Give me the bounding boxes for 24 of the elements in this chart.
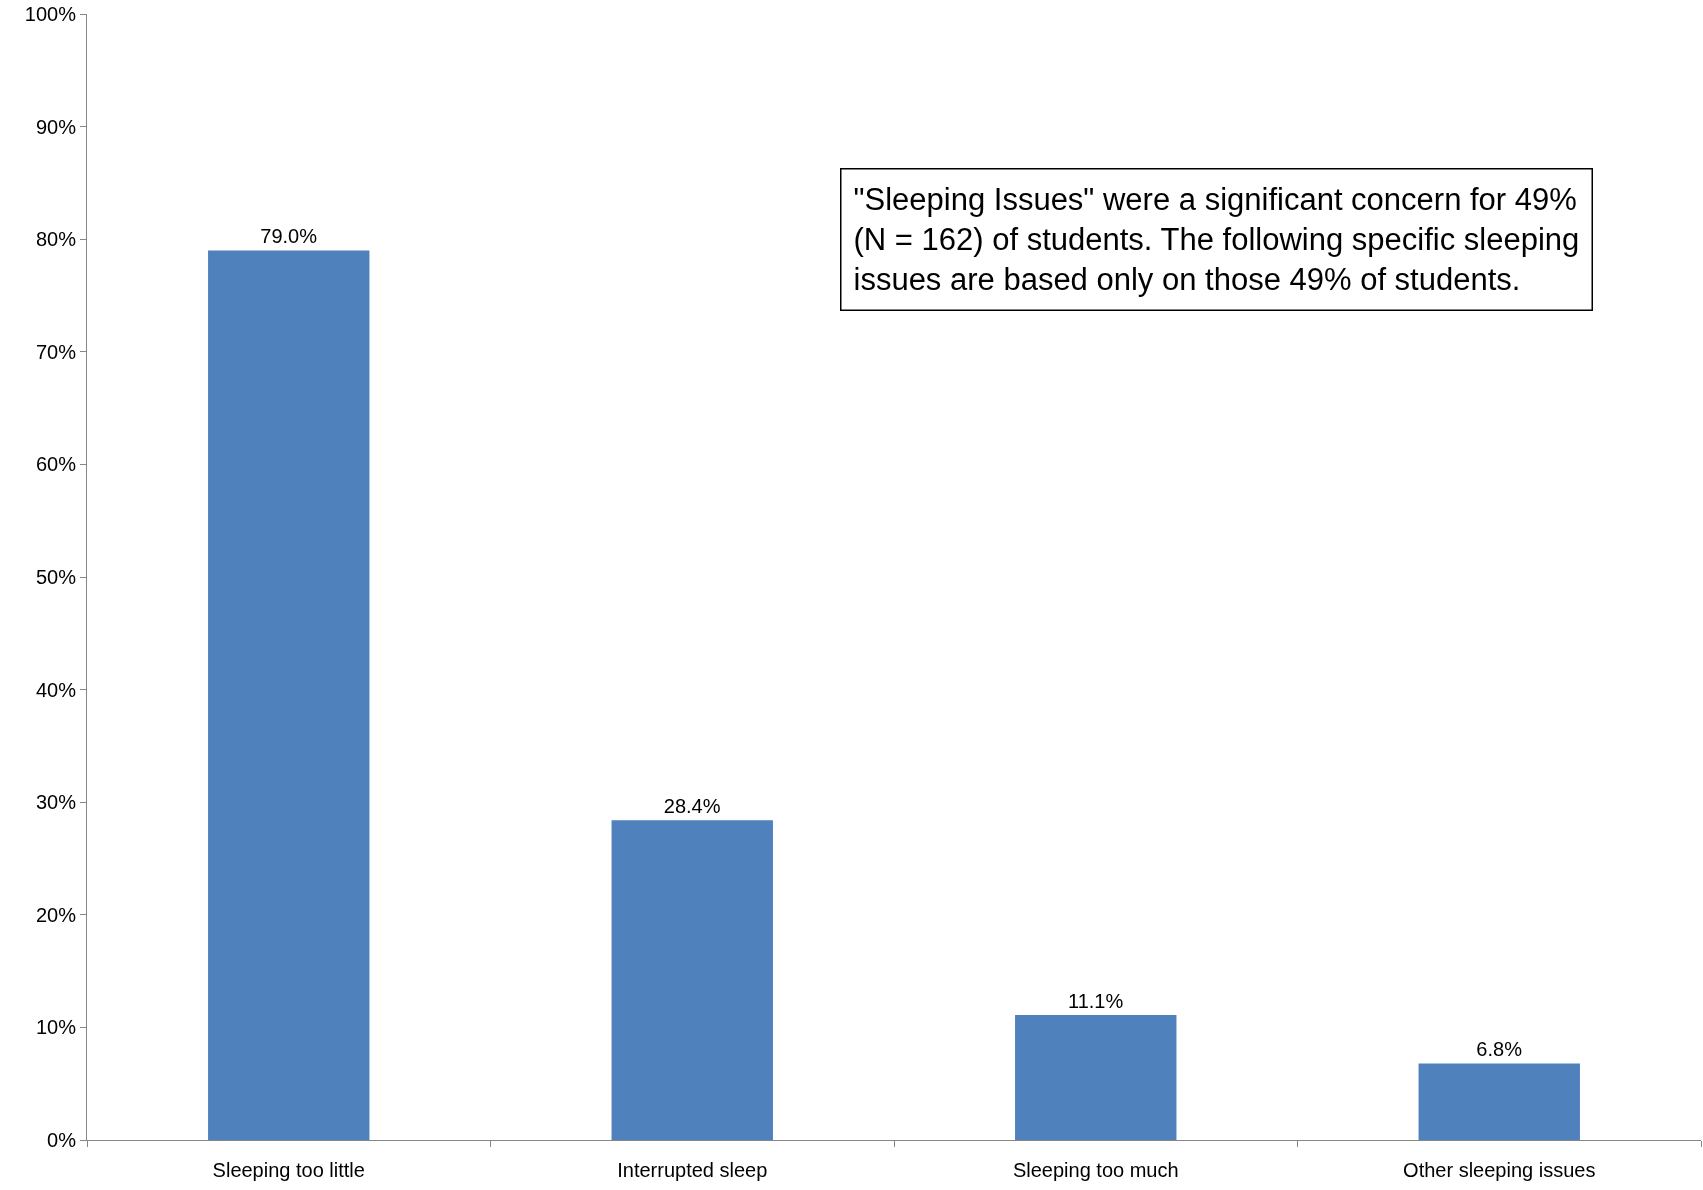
y-tick-label: 50%	[35, 566, 77, 588]
y-tick-label: 80%	[35, 228, 77, 251]
x-tick-label: Sleeping too little	[212, 1159, 365, 1181]
bar	[1418, 1063, 1580, 1140]
data-label: 28.4%	[663, 795, 721, 818]
bar	[611, 820, 773, 1140]
data-label: 11.1%	[1068, 990, 1124, 1013]
y-tick-label: 40%	[35, 678, 77, 701]
y-tick-label: 70%	[35, 340, 77, 363]
y-tick-label: 10%	[35, 1016, 77, 1039]
y-tick-label: 30%	[35, 791, 77, 814]
y-tick-label: 0%	[47, 1129, 77, 1151]
y-tick-label: 60%	[35, 453, 77, 476]
y-tick-label: 20%	[35, 903, 77, 926]
data-label: 79.0%	[260, 225, 318, 248]
annotation: "Sleeping Issues" were a significant concern for 49% (N = 162) of students. The following specific sleeping issues are based only on those 49% of students.	[853, 181, 1580, 298]
bar	[1015, 1015, 1177, 1140]
data-label: 6.8%	[1476, 1038, 1523, 1061]
x-tick-label: Sleeping too much	[1012, 1159, 1179, 1181]
y-tick-label: 100%	[24, 3, 77, 25]
x-tick-label: Other sleeping issues	[1403, 1159, 1596, 1181]
x-tick-label: Interrupted sleep	[617, 1159, 768, 1181]
y-tick-label: 90%	[35, 115, 77, 138]
bar	[208, 250, 370, 1140]
